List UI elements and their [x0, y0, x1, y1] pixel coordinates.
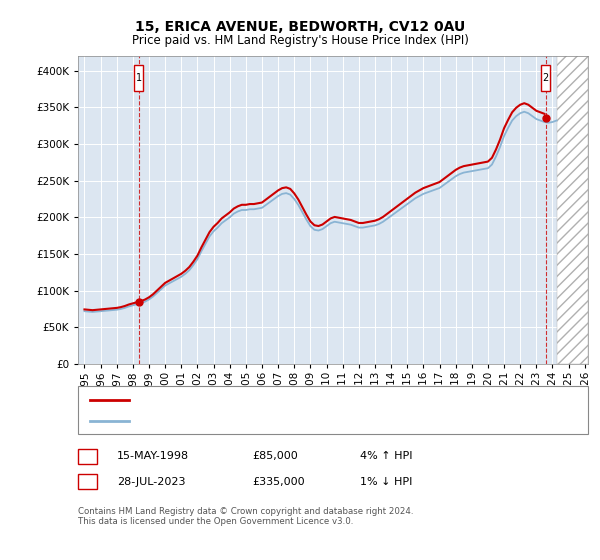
Text: 2: 2 — [84, 477, 91, 487]
Text: £85,000: £85,000 — [252, 451, 298, 461]
Text: HPI: Average price, detached house, Nuneaton and Bedworth: HPI: Average price, detached house, Nune… — [135, 416, 455, 426]
Text: 1: 1 — [84, 451, 91, 461]
Text: 2: 2 — [542, 73, 548, 83]
FancyBboxPatch shape — [134, 65, 143, 91]
FancyBboxPatch shape — [541, 65, 550, 91]
Text: £335,000: £335,000 — [252, 477, 305, 487]
Text: 4% ↑ HPI: 4% ↑ HPI — [360, 451, 413, 461]
Text: Contains HM Land Registry data © Crown copyright and database right 2024.
This d: Contains HM Land Registry data © Crown c… — [78, 507, 413, 526]
Text: 15, ERICA AVENUE, BEDWORTH, CV12 0AU (detached house): 15, ERICA AVENUE, BEDWORTH, CV12 0AU (de… — [135, 395, 452, 405]
Text: Price paid vs. HM Land Registry's House Price Index (HPI): Price paid vs. HM Land Registry's House … — [131, 34, 469, 46]
Text: 1: 1 — [136, 73, 142, 83]
Bar — [557, 56, 588, 364]
Text: 1% ↓ HPI: 1% ↓ HPI — [360, 477, 412, 487]
Text: 28-JUL-2023: 28-JUL-2023 — [117, 477, 185, 487]
Text: 15-MAY-1998: 15-MAY-1998 — [117, 451, 189, 461]
Text: 15, ERICA AVENUE, BEDWORTH, CV12 0AU: 15, ERICA AVENUE, BEDWORTH, CV12 0AU — [135, 20, 465, 34]
